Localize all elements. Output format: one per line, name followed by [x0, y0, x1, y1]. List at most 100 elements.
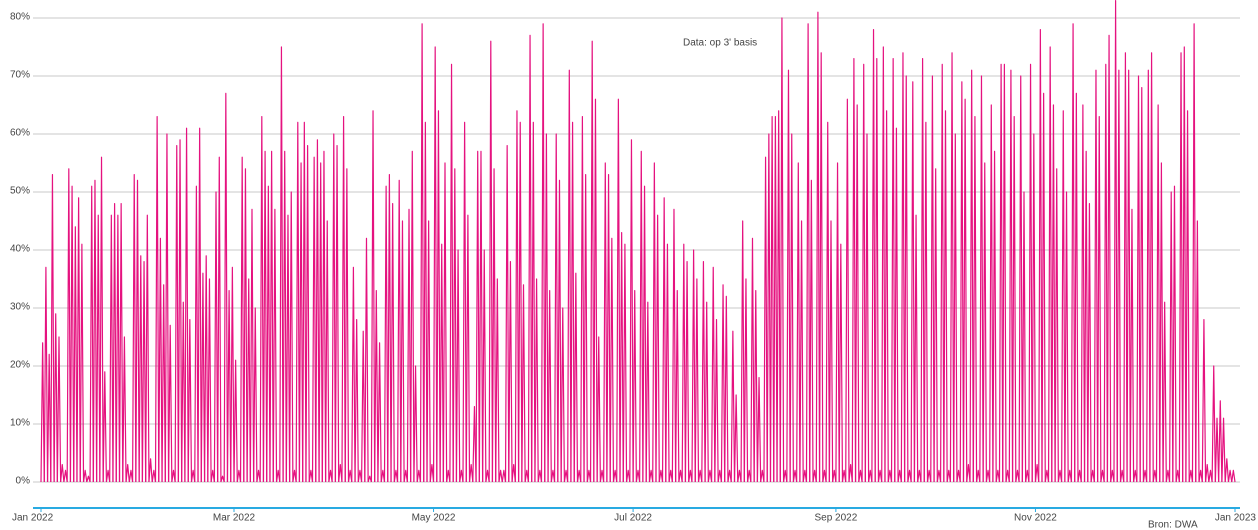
- daily-spike: [580, 115, 585, 483]
- daily-spike: [828, 220, 834, 483]
- daily-spike: [671, 208, 677, 483]
- daily-spike: [69, 185, 75, 483]
- daily-spike: [1162, 301, 1167, 483]
- daily-spike: [318, 162, 323, 483]
- daily-spike: [890, 57, 896, 483]
- daily-spike: [1159, 162, 1164, 483]
- daily-spike: [517, 121, 523, 483]
- daily-spike: [766, 133, 772, 483]
- daily-spike: [881, 46, 886, 483]
- daily-spike: [930, 75, 935, 483]
- daily-spike: [573, 272, 579, 483]
- daily-spike: [694, 278, 700, 483]
- daily-spike: [154, 115, 160, 483]
- daily-spike: [1093, 69, 1099, 483]
- daily-spike: [1018, 75, 1023, 483]
- daily-spike: [557, 179, 562, 483]
- daily-spike: [1146, 69, 1151, 483]
- daily-spike: [148, 458, 153, 483]
- daily-spike: [733, 394, 739, 483]
- daily-spike: [462, 121, 467, 483]
- daily-spike: [796, 162, 801, 483]
- daily-spike: [596, 336, 601, 483]
- y-tick-label: 60%: [10, 128, 30, 139]
- daily-spike: [468, 464, 474, 483]
- daily-spike: [652, 162, 657, 483]
- daily-spike: [691, 249, 696, 483]
- daily-spike: [410, 150, 415, 483]
- daily-spike: [200, 272, 206, 483]
- daily-spike: [818, 52, 824, 483]
- x-tick-label: Nov 2022: [1014, 513, 1057, 524]
- daily-spike: [197, 127, 202, 483]
- daily-spike: [1113, 0, 1118, 483]
- daily-spike: [655, 214, 660, 483]
- daily-spike: [979, 75, 984, 483]
- daily-spike: [773, 115, 778, 483]
- daily-spike: [341, 115, 346, 483]
- daily-spike: [488, 40, 494, 483]
- daily-spike: [992, 150, 997, 483]
- daily-spike: [1103, 63, 1109, 483]
- daily-spike: [962, 98, 968, 483]
- daily-spike: [861, 63, 866, 483]
- daily-spike: [805, 23, 811, 483]
- daily-spike: [629, 139, 634, 483]
- daily-spike: [187, 319, 193, 483]
- daily-spike: [475, 150, 480, 483]
- daily-spike: [553, 133, 559, 483]
- daily-spike: [632, 290, 637, 483]
- daily-spike: [426, 220, 431, 483]
- daily-spike: [789, 133, 794, 483]
- daily-spike: [704, 301, 709, 483]
- daily-spike: [387, 174, 392, 483]
- daily-spike: [354, 319, 359, 483]
- source: Bron: DWA: [1148, 520, 1198, 530]
- daily-spike: [845, 98, 850, 483]
- daily-spike: [972, 115, 978, 483]
- daily-spike: [118, 203, 124, 483]
- daily-spike: [158, 237, 163, 483]
- daily-spike: [135, 179, 140, 483]
- daily-spike: [756, 377, 762, 483]
- daily-spike: [534, 278, 539, 483]
- daily-spike: [959, 81, 965, 483]
- daily-spike: [230, 266, 235, 483]
- daily-spike: [295, 121, 301, 483]
- daily-spike: [1221, 417, 1226, 483]
- daily-spike: [603, 162, 608, 483]
- daily-spike: [223, 92, 229, 483]
- daily-spike: [217, 156, 222, 483]
- daily-spike: [46, 353, 52, 483]
- daily-spike: [701, 261, 706, 483]
- daily-spike: [1097, 115, 1102, 483]
- daily-spike: [920, 57, 925, 483]
- daily-spike: [1002, 63, 1007, 483]
- daily-spike: [1087, 203, 1092, 483]
- daily-spike: [76, 197, 81, 483]
- daily-spike: [79, 243, 85, 483]
- daily-spike: [1185, 110, 1190, 483]
- daily-spike: [377, 342, 382, 483]
- daily-spike: [913, 214, 919, 483]
- daily-spike: [1123, 52, 1128, 483]
- daily-spike: [442, 162, 448, 483]
- daily-spike: [1195, 220, 1200, 483]
- daily-spike: [213, 191, 219, 483]
- daily-spike: [894, 127, 899, 483]
- daily-spike: [711, 266, 716, 483]
- daily-spike: [184, 127, 189, 483]
- daily-spike: [207, 278, 212, 483]
- daily-spike: [1218, 400, 1223, 483]
- daily-spike: [495, 278, 500, 483]
- daily-spike: [851, 57, 857, 483]
- daily-spike: [939, 63, 945, 483]
- daily-spike: [815, 11, 821, 483]
- y-tick-label: 20%: [10, 360, 30, 371]
- daily-spike: [321, 150, 327, 483]
- daily-spike: [740, 220, 745, 483]
- daily-spike: [720, 284, 726, 483]
- daily-spike: [969, 69, 974, 483]
- daily-spike: [724, 295, 729, 483]
